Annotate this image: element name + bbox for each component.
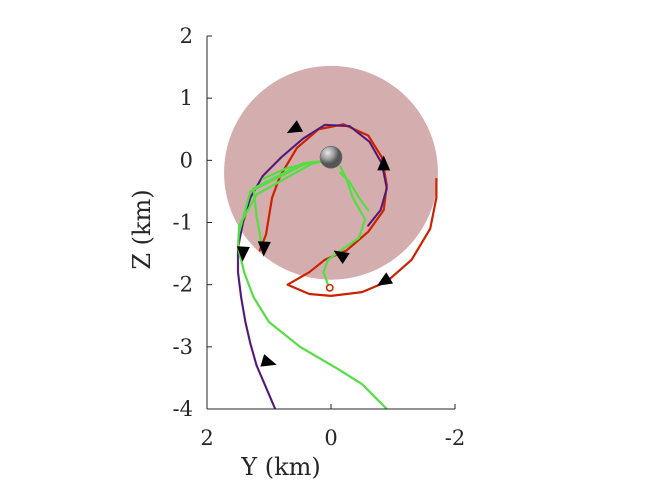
direction-arrow-5 xyxy=(333,250,350,265)
y-tick-label: -4 xyxy=(173,397,193,421)
series-line-7 xyxy=(322,165,367,286)
series-line-6 xyxy=(261,159,329,181)
y-tick-label: 0 xyxy=(180,148,193,172)
direction-arrow-4 xyxy=(377,155,391,171)
series-line-8 xyxy=(339,171,370,212)
direction-arrow-3 xyxy=(286,120,304,134)
y-tick-label: -1 xyxy=(173,211,193,235)
x-tick-label: 0 xyxy=(324,426,337,450)
axes: -4 -3 -2 -1 0 1 2 2 0 -2 xyxy=(173,24,466,450)
plot-area xyxy=(224,65,438,409)
target-sphere xyxy=(319,145,343,169)
direction-arrow-1 xyxy=(236,246,250,262)
direction-arrow-6 xyxy=(376,272,394,286)
x-tick-label: 2 xyxy=(200,426,213,450)
y-tick-label: -2 xyxy=(173,273,193,297)
direction-arrow-2 xyxy=(257,241,271,257)
end-marker-0 xyxy=(325,283,334,292)
direction-arrow-0 xyxy=(260,354,277,367)
y-axis-label: Z (km) xyxy=(128,189,156,269)
y-tick-label: -3 xyxy=(173,335,193,359)
x-axis-label: Y (km) xyxy=(240,453,321,481)
series-line-3 xyxy=(236,159,388,409)
disk-region xyxy=(224,65,438,280)
y-tick-label: 1 xyxy=(180,86,193,110)
y-tick-label: 2 xyxy=(180,24,193,48)
x-tick-label: -2 xyxy=(445,426,465,450)
